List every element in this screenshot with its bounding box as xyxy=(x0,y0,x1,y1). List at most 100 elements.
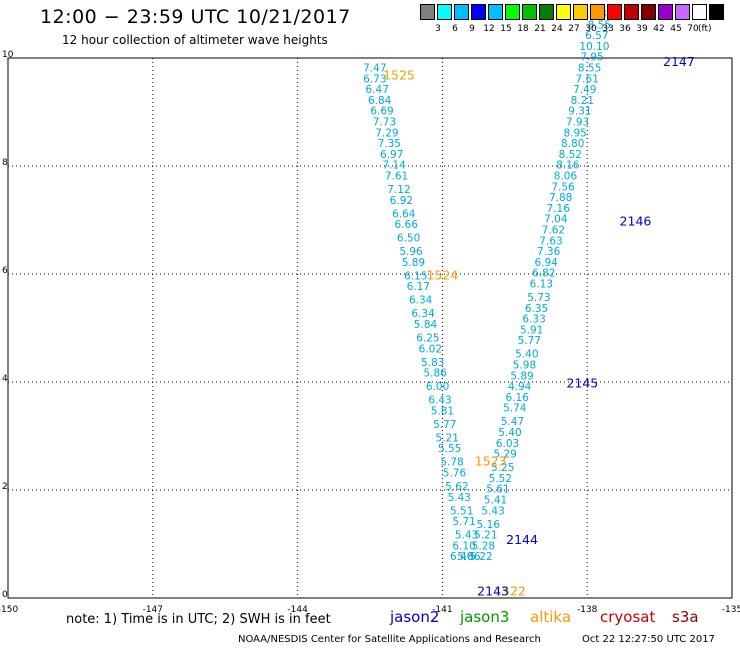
swh-data-point: 5.91 xyxy=(520,324,543,336)
pass-time-label: 2145 xyxy=(566,375,598,390)
color-swatch xyxy=(420,4,435,20)
swh-data-point: 5.43 xyxy=(448,492,471,504)
swh-data-point: 7.49 xyxy=(573,84,596,96)
color-swatch xyxy=(454,4,469,20)
color-scale-label: 6 xyxy=(452,24,458,34)
swh-data-point: 4.94 xyxy=(508,381,532,393)
swh-data-point: 8.95 xyxy=(563,127,586,139)
swh-data-point: 6.57 xyxy=(585,30,608,42)
swh-data-point: 8.80 xyxy=(561,138,584,150)
y-tick-label: 8 xyxy=(2,158,8,168)
swh-data-point: 6.47 xyxy=(366,84,389,96)
swh-data-point: 5.77 xyxy=(433,419,456,431)
swh-data-point: 6.35 xyxy=(525,303,548,315)
page-subtitle: 12 hour collection of altimeter wave hei… xyxy=(62,33,328,47)
swh-data-point: 5.47 xyxy=(501,416,524,428)
swh-data-point: 5.89 xyxy=(510,370,533,382)
legend-s3a: s3a xyxy=(672,608,699,626)
swh-data-point: 5.55 xyxy=(438,443,461,455)
swh-data-point: 6.25 xyxy=(416,333,439,345)
pass-time-label: 1525 xyxy=(383,68,415,83)
swh-data-point: 5.41 xyxy=(484,495,507,507)
color-scale-label: 21 xyxy=(534,24,546,34)
legend-jason3: jason3 xyxy=(460,608,510,626)
swh-data-point: 6.43 xyxy=(428,395,451,407)
swh-data-point: 5.52 xyxy=(489,473,512,485)
swh-data-point: 6.40 xyxy=(450,551,473,563)
swh-data-point: 6.13 xyxy=(530,279,553,291)
color-swatch xyxy=(607,4,622,20)
x-tick-label: -150 xyxy=(0,605,18,615)
swh-data-point: 7.47 xyxy=(363,63,386,75)
credit-line: NOAA/NESDIS Center for Satellite Applica… xyxy=(238,634,541,645)
swh-data-point: 6.97 xyxy=(380,149,403,161)
color-scale-label: 9 xyxy=(469,24,475,34)
swh-data-point: 5.76 xyxy=(443,468,467,480)
pass-time-label: 2147 xyxy=(663,54,695,69)
pass-time-label: 2146 xyxy=(620,213,652,228)
swh-data-point: 6.34 xyxy=(409,295,433,307)
swh-data-point: 8.55 xyxy=(578,63,601,75)
swh-data-point: 8.21 xyxy=(571,95,594,107)
swh-data-point: 6.69 xyxy=(370,106,393,118)
footnote: note: 1) Time is in UTC; 2) SWH is in fe… xyxy=(66,612,331,627)
swh-data-point: 5.81 xyxy=(431,405,454,417)
color-scale-label: 15 xyxy=(500,24,512,34)
swh-data-point: 6.10 xyxy=(452,540,475,552)
swh-data-point: 7.73 xyxy=(373,117,396,129)
y-tick-label: 0 xyxy=(2,590,8,600)
swh-data-point: 6.50 xyxy=(397,233,420,245)
swh-data-point: 6.15 xyxy=(404,270,427,282)
pass-time-label: 2144 xyxy=(506,532,538,547)
swh-data-point: 5.77 xyxy=(518,335,541,347)
swh-data-point: 6.84 xyxy=(368,95,392,107)
swh-data-point: 7.35 xyxy=(378,138,401,150)
color-scale-label: 45 xyxy=(670,24,682,34)
swh-data-point: 7.95 xyxy=(580,52,603,64)
swh-data-point: 6.33 xyxy=(522,314,545,326)
swh-data-point: 7.16 xyxy=(547,203,571,215)
x-tick-label: -141 xyxy=(432,605,452,615)
swh-data-point: 7.61 xyxy=(576,73,599,85)
swh-data-point: 7.12 xyxy=(387,184,410,196)
swh-data-point: 6.00 xyxy=(426,381,449,393)
color-swatch xyxy=(556,4,571,20)
swh-data-point: 5.22 xyxy=(469,551,492,563)
swh-data-point: 7.61 xyxy=(385,171,408,183)
swh-data-point: 5.40 xyxy=(498,427,521,439)
y-tick-label: 6 xyxy=(2,266,8,276)
swh-data-point: 6.17 xyxy=(407,281,430,293)
color-swatch xyxy=(709,4,724,20)
color-swatch xyxy=(658,4,673,20)
color-scale-label: 18 xyxy=(517,24,529,34)
color-scale-label: 3 xyxy=(435,24,441,34)
swh-data-point: 5.89 xyxy=(402,257,425,269)
swh-data-point: 5.28 xyxy=(472,540,495,552)
y-tick-label: 4 xyxy=(2,374,8,384)
swh-data-point: 6.73 xyxy=(363,73,386,85)
swh-data-point: 5.51 xyxy=(450,505,473,517)
swh-data-point: 8.16 xyxy=(556,160,580,172)
pass-time-label: 1524 xyxy=(426,267,458,282)
legend-jason2: jason2 xyxy=(390,608,440,626)
swh-data-point: 5.86 xyxy=(457,551,481,563)
swh-data-point: 5.74 xyxy=(503,403,527,415)
color-swatch xyxy=(505,4,520,20)
swh-data-point: 5.16 xyxy=(477,519,501,531)
swh-data-point: 7.36 xyxy=(537,246,561,258)
swh-data-point: 5.71 xyxy=(452,516,475,528)
plot-frame xyxy=(7,57,733,599)
color-swatch xyxy=(590,4,605,20)
color-swatch xyxy=(522,4,537,20)
swh-data-point: 6.16 xyxy=(506,392,530,404)
swh-data-point: 5.84 xyxy=(414,319,438,331)
swh-data-point: 5.43 xyxy=(481,505,504,517)
swh-data-point: 7.93 xyxy=(566,117,589,129)
color-swatch xyxy=(471,4,486,20)
color-swatch xyxy=(692,4,707,20)
color-scale-label: 24 xyxy=(551,24,563,34)
swh-data-point: 5.40 xyxy=(515,349,538,361)
swh-data-point: 6.34 xyxy=(411,308,435,320)
swh-data-point: 5.21 xyxy=(474,530,497,542)
